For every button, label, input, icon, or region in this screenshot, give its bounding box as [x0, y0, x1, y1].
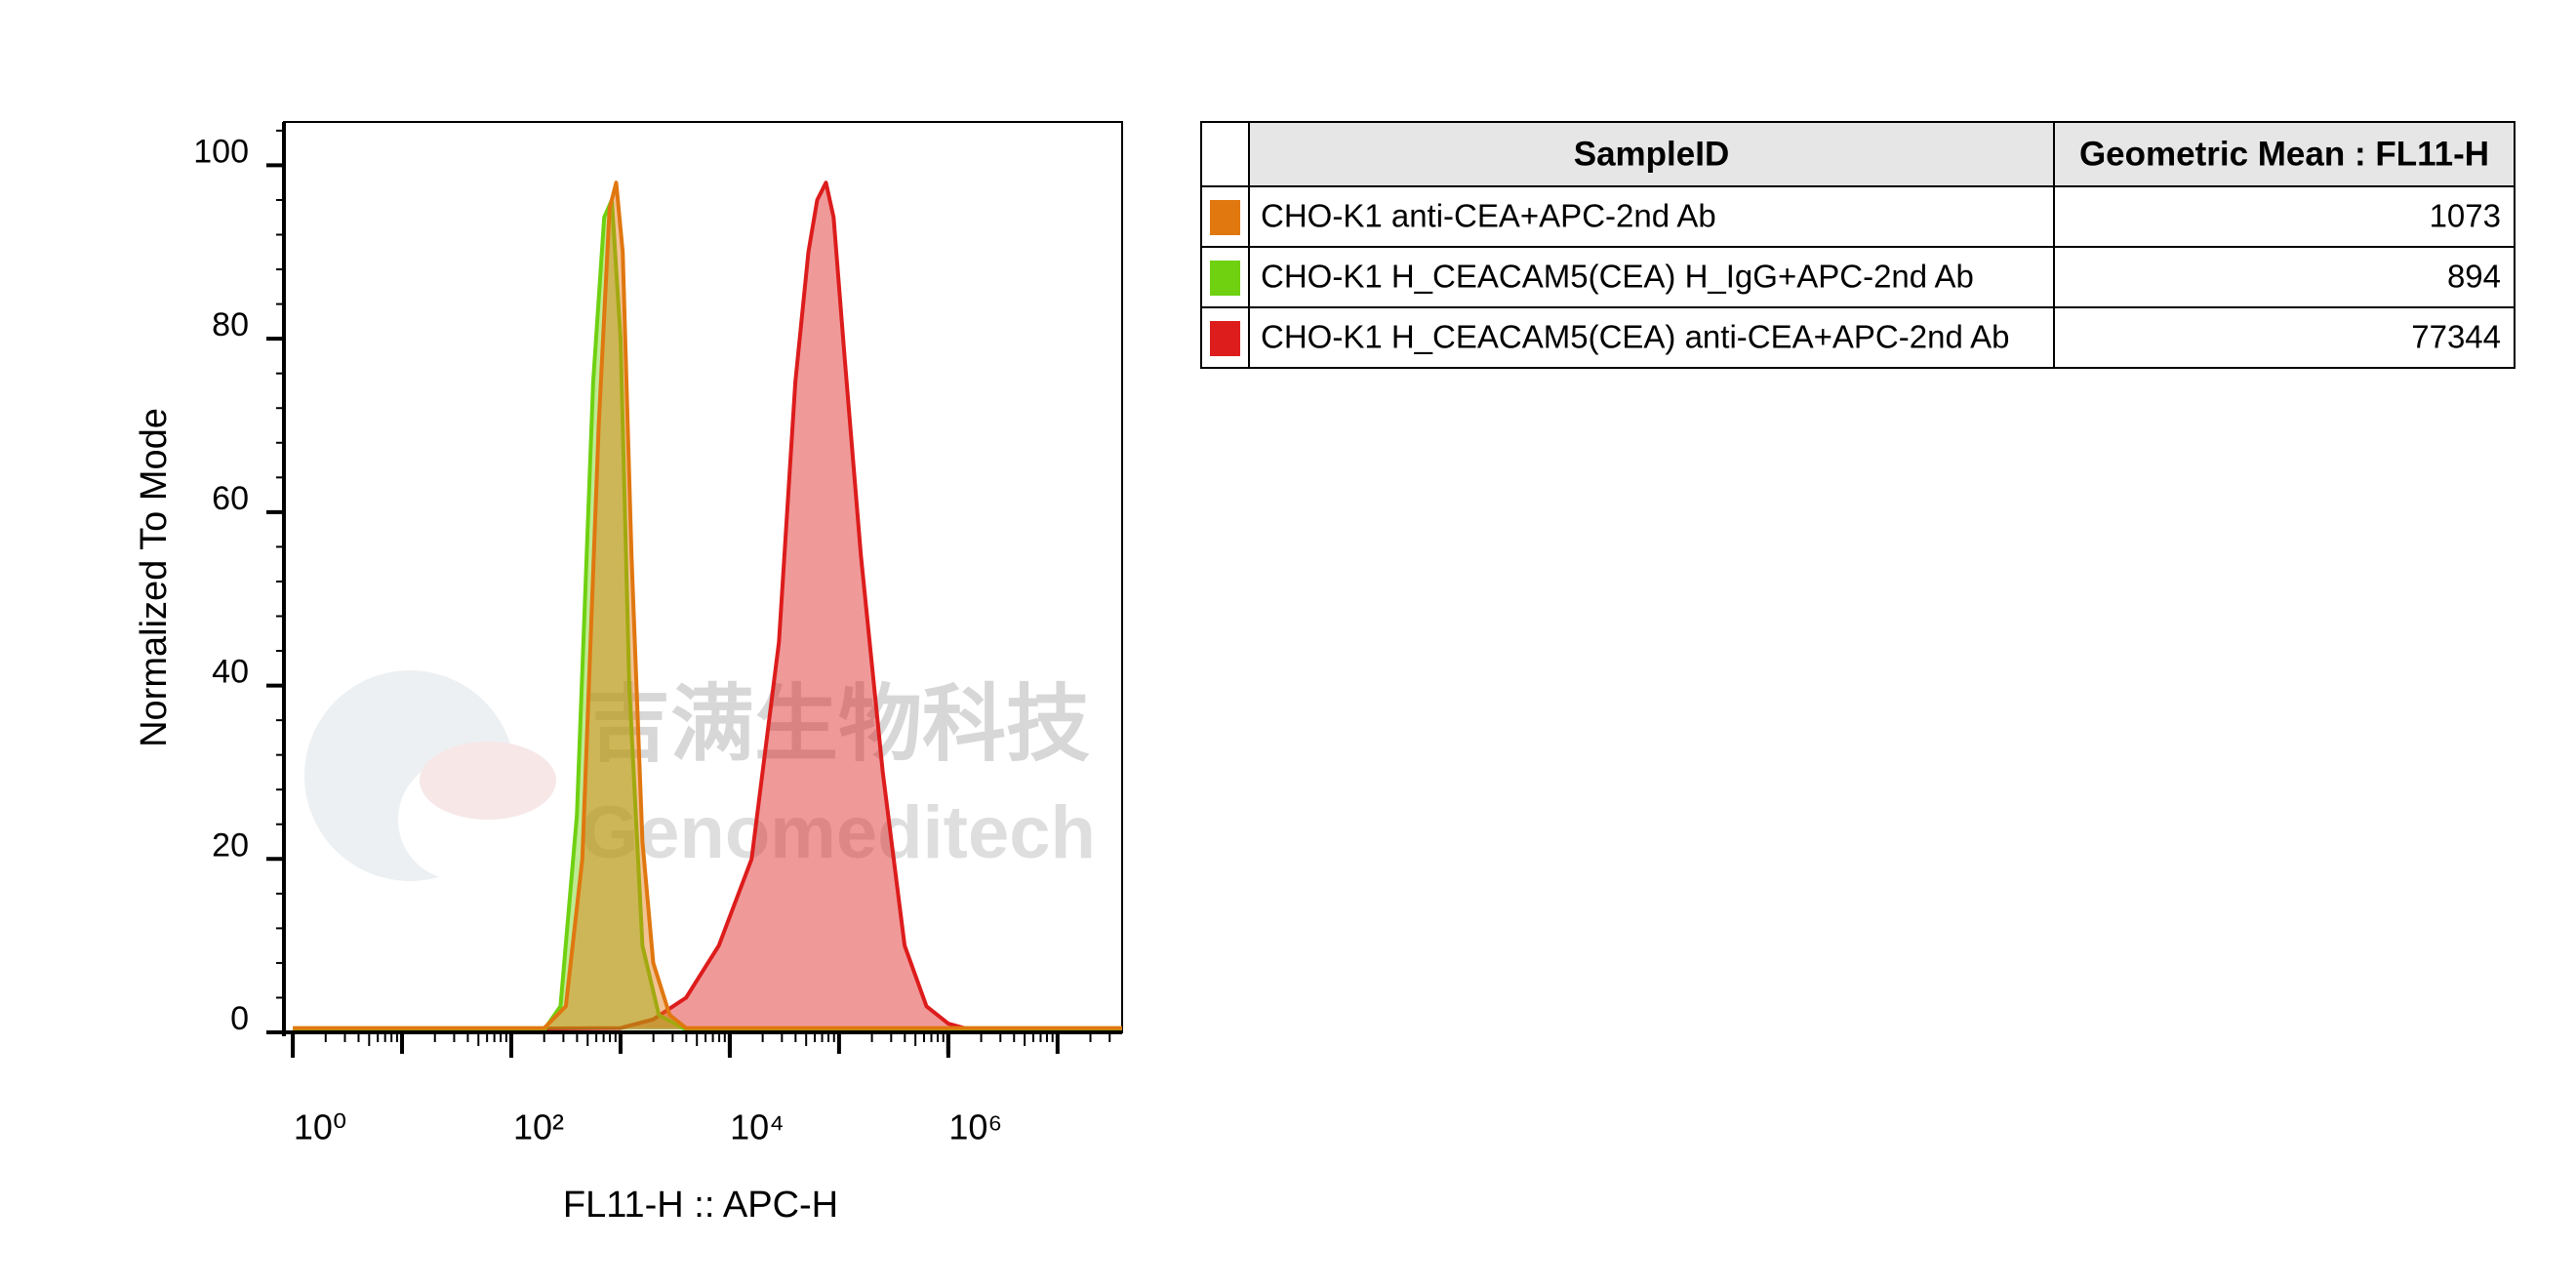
x-tick-label: 10⁶	[948, 1107, 1002, 1147]
watermark: 吉满生物科技 Genomeditech	[304, 670, 1096, 881]
table-header: Geometric Mean : FL11-H	[2079, 135, 2489, 173]
histogram-area	[293, 181, 1122, 1032]
histogram-area	[293, 181, 1122, 1030]
watermark-text: Genomeditech	[581, 791, 1096, 874]
table-border	[1200, 121, 2516, 369]
x-axis-label: FL11-H :: APC-H	[563, 1185, 838, 1226]
y-tick-label: 100	[193, 133, 249, 170]
y-tick-label: 0	[230, 1000, 249, 1037]
legend-swatch	[1210, 200, 1240, 235]
table-header: SampleID	[1574, 135, 1730, 173]
sample-id: CHO-K1 anti-CEA+APC-2nd Ab	[1261, 198, 1716, 234]
x-tick-label: 10⁰	[294, 1107, 346, 1147]
y-tick-label: 40	[212, 654, 249, 691]
geometric-mean: 77344	[2411, 319, 2501, 355]
y-tick-label: 80	[212, 306, 249, 343]
histogram-area	[293, 198, 1122, 1032]
y-tick-label: 20	[212, 826, 249, 864]
sample-id: CHO-K1 H_CEACAM5(CEA) anti-CEA+APC-2nd A…	[1261, 319, 2010, 355]
y-tick-label: 60	[212, 480, 249, 517]
legend-table: SampleID Geometric Mean : FL11-H CHO-K1 an…	[1200, 121, 2516, 369]
geometric-mean: 894	[2447, 259, 2501, 295]
legend-swatch	[1210, 321, 1240, 356]
plot-frame	[283, 121, 1123, 1033]
watermark-text: 吉满生物科技	[586, 678, 1090, 772]
x-tick-label: 10²	[513, 1107, 564, 1147]
table-header-bg	[1249, 122, 2515, 186]
geometric-mean: 1073	[2430, 198, 2501, 234]
x-tick-label: 10⁴	[730, 1107, 785, 1147]
y-axis-label: Normalized To Mode	[134, 408, 175, 747]
watermark-logo	[420, 742, 556, 820]
legend-swatch	[1210, 261, 1240, 296]
sample-id: CHO-K1 H_CEACAM5(CEA) H_IgG+APC-2nd Ab	[1261, 259, 1974, 295]
